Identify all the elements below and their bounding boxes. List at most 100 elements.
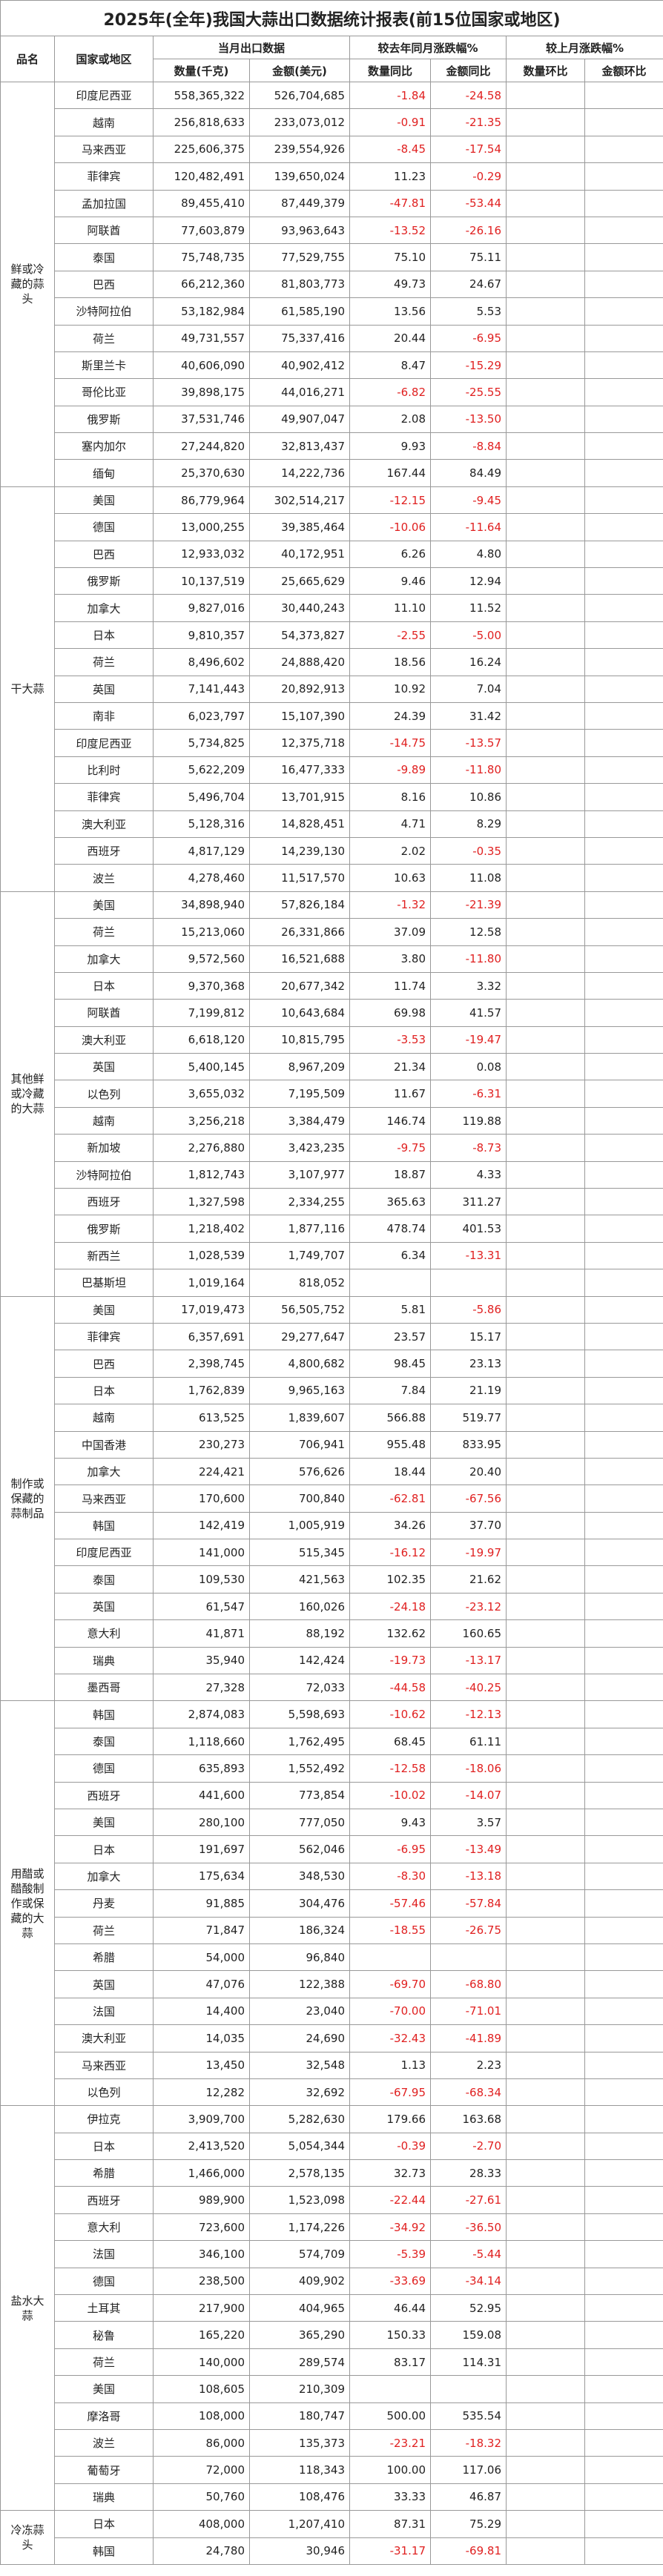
value-cell	[506, 648, 585, 676]
value-cell	[506, 1619, 585, 1648]
value-cell	[584, 1350, 663, 1378]
value-cell: 14,239,130	[249, 836, 350, 865]
value-cell: 15,213,060	[153, 918, 250, 946]
value-cell: 20.40	[430, 1457, 507, 1486]
data-row: 印度尼西亚 5,734,825 12,375,718 -14.75 -13.57	[1, 729, 663, 757]
value-cell	[506, 297, 585, 326]
value-cell: 13,450	[153, 2051, 250, 2079]
value-cell	[506, 2213, 585, 2242]
value-cell: 18.56	[349, 648, 431, 676]
data-row: 英国 5,400,145 8,967,209 21.34 0.08	[1, 1053, 663, 1081]
data-row: 巴基斯坦 1,019,164 818,052	[1, 1269, 663, 1297]
value-cell: 955.48	[349, 1430, 431, 1459]
value-cell: 68.45	[349, 1727, 431, 1756]
value-cell: 1,005,919	[249, 1511, 350, 1540]
value-cell: 21.62	[430, 1565, 507, 1594]
value-cell	[584, 432, 663, 460]
country-cell: 马来西亚	[54, 2051, 154, 2079]
value-cell: -5.86	[430, 1295, 507, 1324]
value-cell: 773,854	[249, 1781, 350, 1810]
value-cell	[584, 540, 663, 569]
country-cell: 希腊	[54, 1943, 154, 1972]
value-cell	[584, 243, 663, 271]
country-cell: 伊拉克	[54, 2105, 154, 2133]
value-cell	[506, 2537, 585, 2565]
value-cell: 12.58	[430, 918, 507, 946]
value-cell: 5,400,145	[153, 1053, 250, 1081]
data-row: 巴西 2,398,745 4,800,682 98.45 23.13	[1, 1350, 663, 1378]
country-cell: 波兰	[54, 2428, 154, 2457]
value-cell: 1,019,164	[153, 1269, 250, 1297]
value-cell: -31.17	[349, 2537, 431, 2565]
country-cell: 阿联酋	[54, 999, 154, 1027]
value-cell: 302,514,217	[249, 486, 350, 515]
value-cell: 7.84	[349, 1376, 431, 1405]
value-cell	[584, 918, 663, 946]
value-cell: 833.95	[430, 1430, 507, 1459]
title-row: 2025年(全年)我国大蒜出口数据统计报表(前15位国家或地区)	[0, 0, 663, 36]
value-cell: -9.45	[430, 486, 507, 515]
country-cell: 墨西哥	[54, 1674, 154, 1702]
value-cell	[506, 756, 585, 785]
value-cell: 32.73	[349, 2159, 431, 2187]
country-cell: 德国	[54, 2267, 154, 2296]
value-cell: 2,276,880	[153, 1134, 250, 1162]
value-cell: -26.16	[430, 216, 507, 245]
value-cell	[584, 864, 663, 892]
value-cell	[506, 971, 585, 1000]
value-cell: 49,907,047	[249, 405, 350, 434]
value-cell: 15.17	[430, 1322, 507, 1351]
value-cell: 61.11	[430, 1727, 507, 1756]
value-cell: 66,212,360	[153, 270, 250, 299]
value-cell: 25,665,629	[249, 567, 350, 595]
value-cell: 500.00	[349, 2402, 431, 2430]
data-row: 菲律宾 120,482,491 139,650,024 11.23 -0.29	[1, 162, 663, 191]
value-cell	[584, 270, 663, 299]
value-cell: 7,199,812	[153, 999, 250, 1027]
value-cell: 14,035	[153, 2024, 250, 2052]
data-row: 加拿大 224,421 576,626 18.44 20.40	[1, 1457, 663, 1486]
value-cell	[584, 162, 663, 191]
value-cell: -67.56	[430, 1484, 507, 1513]
value-cell	[506, 2105, 585, 2133]
data-row: 法国 14,400 23,040 -70.00 -71.01	[1, 1997, 663, 2026]
value-cell: -8.73	[430, 1134, 507, 1162]
value-cell: -12.15	[349, 486, 431, 515]
country-cell: 巴基斯坦	[54, 1269, 154, 1297]
value-cell: 13.56	[349, 297, 431, 326]
data-row: 美国 108,605 210,309	[1, 2375, 663, 2403]
value-cell: 46.44	[349, 2294, 431, 2322]
value-cell: 165,220	[153, 2321, 250, 2349]
value-cell	[584, 1322, 663, 1351]
value-cell	[584, 351, 663, 380]
data-row: 新西兰 1,028,539 1,749,707 6.34 -13.31	[1, 1241, 663, 1270]
value-cell: 91,885	[153, 1889, 250, 1918]
value-cell: 61,585,190	[249, 297, 350, 326]
country-cell: 希腊	[54, 2159, 154, 2187]
value-cell: 1,207,410	[249, 2510, 350, 2538]
data-row: 西班牙 4,817,129 14,239,130 2.02 -0.35	[1, 836, 663, 865]
value-cell: 75.11	[430, 243, 507, 271]
value-cell	[506, 2456, 585, 2484]
data-row: 英国 7,141,443 20,892,913 10.92 7.04	[1, 675, 663, 703]
value-cell: -5.44	[430, 2240, 507, 2268]
value-cell	[506, 513, 585, 541]
data-row: 孟加拉国 89,455,410 87,449,379 -47.81 -53.44	[1, 189, 663, 217]
value-cell: 20,677,342	[249, 971, 350, 1000]
value-cell: -8.84	[430, 432, 507, 460]
value-cell	[584, 1106, 663, 1135]
country-cell: 越南	[54, 1106, 154, 1135]
product-cell: 其他鲜或冷藏的大蒜	[0, 891, 55, 1297]
value-cell	[584, 1376, 663, 1405]
value-cell	[584, 513, 663, 541]
value-cell: -57.84	[430, 1889, 507, 1918]
value-cell: 14,400	[153, 1997, 250, 2026]
value-cell: 9,965,163	[249, 1376, 350, 1405]
value-cell: 49,731,557	[153, 324, 250, 352]
value-cell	[584, 756, 663, 785]
value-cell: 108,605	[153, 2375, 250, 2403]
header-cell: 当月出口数据	[153, 36, 350, 59]
value-cell: 23.13	[430, 1350, 507, 1378]
data-row: 哥伦比亚 39,898,175 44,016,271 -6.82 -25.55	[1, 378, 663, 406]
value-cell: 160,026	[249, 1592, 350, 1621]
